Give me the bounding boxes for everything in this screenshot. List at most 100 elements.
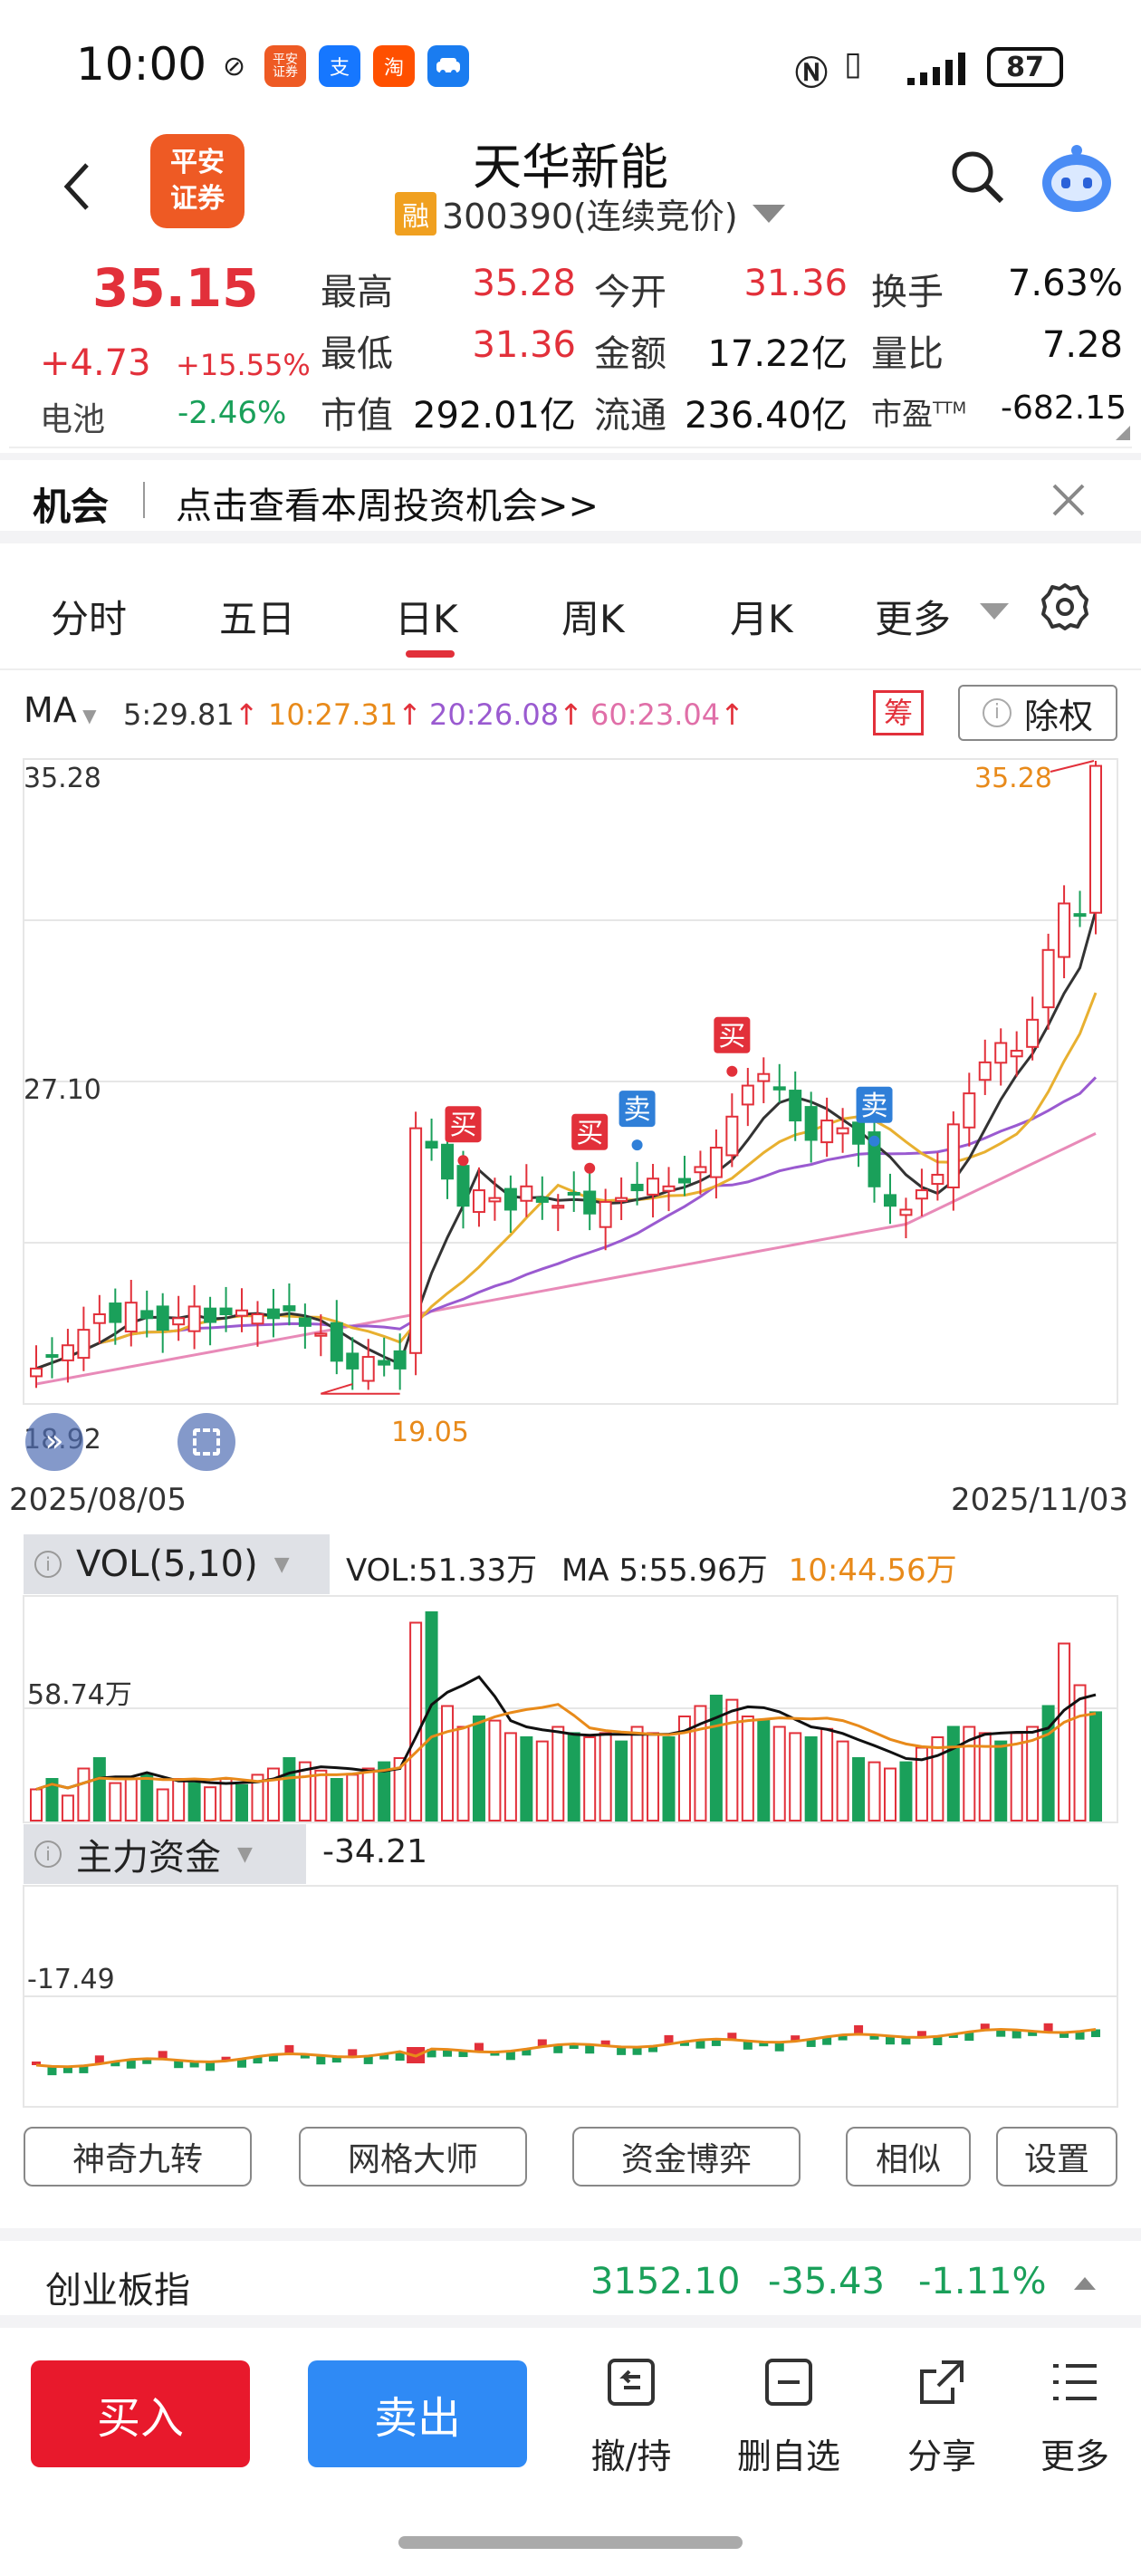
volume-bar	[393, 1757, 407, 1821]
opportunity-bar[interactable]: 机会 点击查看本周投资机会>>	[0, 453, 1141, 543]
stock-name[interactable]: 天华新能	[473, 139, 668, 196]
search-icon[interactable]	[949, 149, 1007, 207]
capital-bar	[617, 2046, 627, 2055]
capital-axis-label: -17.49	[27, 1964, 115, 1995]
capital-bar	[1043, 2023, 1053, 2033]
candle-body	[92, 1313, 106, 1324]
capital-bar	[1091, 2029, 1100, 2038]
capital-bar	[94, 2055, 104, 2064]
index-ticker-bar[interactable]: 创业板指 3152.10 -35.43 -1.11%	[0, 2228, 1141, 2328]
sell-button[interactable]: 卖出	[308, 2360, 527, 2467]
tab-more[interactable]: 更多	[875, 589, 951, 644]
capital-bar	[32, 2062, 41, 2065]
candle-body	[187, 1305, 201, 1332]
volume-chart[interactable]	[0, 1594, 1141, 1824]
volume-bar	[868, 1761, 881, 1822]
bottom-action-bar: 买入 卖出 撤/持 删自选 分享 更多	[0, 2346, 1141, 2491]
candle-body	[725, 1115, 739, 1157]
home-indicator	[398, 2536, 743, 2549]
chip-distribution-button[interactable]: 筹	[873, 690, 924, 735]
capital-bar	[331, 2056, 341, 2063]
settings-gear-icon[interactable]	[1038, 580, 1092, 634]
tab-weekly-k[interactable]: 周K	[561, 597, 625, 641]
volume-indicator-selector[interactable]: i VOL(5,10) ▼	[24, 1534, 330, 1594]
volume-bar	[662, 1736, 676, 1821]
capital-grid	[23, 1885, 1118, 2108]
candle-body	[615, 1197, 628, 1202]
capital-indicator-selector[interactable]: i 主力资金 ▼	[24, 1824, 306, 1884]
expand-corner-icon[interactable]	[1116, 426, 1130, 440]
remove-watchlist-button[interactable]: 删自选	[730, 2355, 848, 2478]
capital-label: 主力资金	[76, 1837, 221, 1879]
robot-assistant-icon[interactable]	[1038, 143, 1116, 216]
candle-body	[298, 1317, 312, 1327]
candle-body	[124, 1302, 138, 1333]
low-label: 最低	[321, 333, 393, 375]
more-button[interactable]: 更多	[1016, 2355, 1134, 2478]
candlestick-chart[interactable]: 买买卖买卖	[0, 752, 1141, 1476]
capital-line	[35, 2027, 1097, 2069]
chevron-up-icon[interactable]	[1074, 2277, 1096, 2290]
buy-button[interactable]: 买入	[31, 2360, 250, 2467]
pe-value: -682.15	[1001, 389, 1127, 427]
tab-five-day[interactable]: 五日	[219, 597, 296, 641]
capital-bar	[711, 2039, 721, 2046]
tab-monthly-k[interactable]: 月K	[730, 597, 793, 641]
float-cap-value: 236.40亿	[685, 395, 848, 437]
volume-bar	[677, 1716, 691, 1821]
trade-signals: 买买卖买卖	[321, 760, 1095, 1395]
capital-bar	[1075, 2031, 1085, 2040]
volume-bar	[61, 1794, 74, 1821]
chart-grid	[23, 758, 1118, 1405]
close-icon[interactable]	[1050, 482, 1087, 518]
info-icon: i	[982, 698, 1012, 727]
tab-minute[interactable]: 分时	[51, 597, 128, 641]
candle-body	[772, 1086, 786, 1091]
volume-bar	[583, 1736, 597, 1821]
cancel-order-icon	[608, 2359, 655, 2406]
capital-bar	[142, 2058, 152, 2064]
capital-bar	[806, 2039, 816, 2047]
volume-bar	[820, 1727, 834, 1821]
volume-bar	[630, 1725, 644, 1821]
back-icon[interactable]	[60, 159, 96, 214]
candle-body	[30, 1367, 43, 1378]
fullscreen-button[interactable]	[177, 1413, 235, 1471]
volume-ma5-line	[35, 1675, 1097, 1791]
signal-badge	[445, 1106, 482, 1143]
share-button[interactable]: 分享	[883, 2355, 1001, 2478]
tool-nine-turns-button[interactable]: 神奇九转	[24, 2127, 252, 2187]
capital-bar	[522, 2049, 532, 2056]
chevron-down-icon	[752, 204, 785, 223]
volume-bar	[140, 1773, 154, 1821]
stock-code-selector[interactable]: 融 300390(连续竞价)	[395, 188, 785, 238]
candle-body	[472, 1189, 485, 1214]
sector-name[interactable]: 电池	[40, 401, 106, 438]
candle-body	[647, 1177, 660, 1196]
expand-chart-button[interactable]: »	[25, 1413, 83, 1471]
tool-similar-button[interactable]: 相似	[846, 2127, 971, 2187]
chevron-down-icon: ▼	[273, 1552, 290, 1576]
tool-capital-game-button[interactable]: 资金博弈	[572, 2127, 801, 2187]
ex-rights-button[interactable]: i 除权	[958, 685, 1117, 741]
info-icon: i	[34, 1551, 62, 1578]
candles	[30, 761, 1102, 1390]
capital-flow-chart[interactable]	[0, 1884, 1141, 2110]
stock-code: 300390(连续竞价)	[442, 197, 738, 236]
capital-bar	[47, 2066, 57, 2076]
opportunity-text[interactable]: 点击查看本周投资机会>>	[176, 485, 599, 527]
tool-settings-button[interactable]: 设置	[996, 2127, 1117, 2187]
candle-body	[804, 1106, 818, 1141]
volume-ratio-value: 7.28	[1041, 324, 1123, 366]
capital-bar	[505, 2051, 515, 2061]
capital-bar	[1012, 2030, 1021, 2039]
capital-bar	[427, 2049, 436, 2058]
volume-bar	[92, 1757, 106, 1821]
capital-bar	[490, 2052, 500, 2056]
ma-selector[interactable]: MA ▼	[24, 690, 97, 730]
cancel-hold-button[interactable]: 撤/持	[572, 2355, 690, 2478]
turnover-value: 7.63%	[1007, 263, 1123, 304]
pe-superscript: TTM	[933, 399, 967, 418]
tool-grid-master-button[interactable]: 网格大师	[299, 2127, 527, 2187]
tab-daily-k[interactable]: 日K	[395, 597, 458, 641]
